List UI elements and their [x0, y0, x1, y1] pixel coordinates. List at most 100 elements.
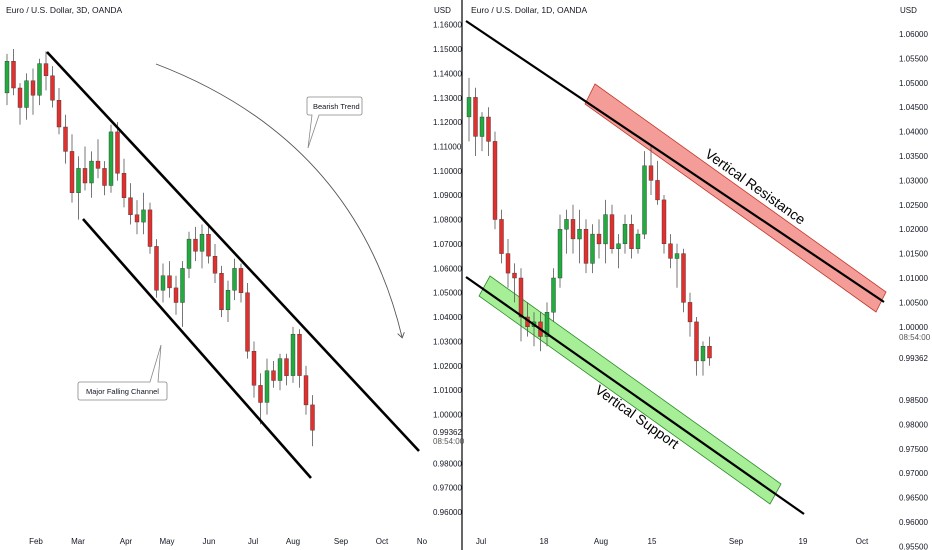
- candle[interactable]: [121, 158, 127, 208]
- candle[interactable]: [186, 231, 192, 279]
- candle[interactable]: [24, 73, 29, 120]
- candle-body: [512, 272, 517, 279]
- candle[interactable]: [681, 248, 686, 313]
- y-tick-label: 1.03000: [899, 176, 928, 185]
- candle[interactable]: [173, 275, 179, 315]
- candle-body: [50, 75, 55, 101]
- candle[interactable]: [570, 204, 576, 254]
- candle[interactable]: [128, 183, 133, 225]
- candle[interactable]: [102, 161, 107, 196]
- candle[interactable]: [141, 192, 146, 235]
- candle[interactable]: [303, 365, 309, 415]
- candle[interactable]: [642, 151, 647, 239]
- candle[interactable]: [544, 302, 550, 347]
- candle[interactable]: [297, 329, 302, 388]
- candle[interactable]: [583, 219, 589, 274]
- candle[interactable]: [700, 341, 706, 376]
- candle[interactable]: [134, 200, 140, 235]
- candle[interactable]: [505, 239, 511, 288]
- candle[interactable]: [707, 336, 712, 366]
- candle[interactable]: [284, 353, 289, 386]
- candle[interactable]: [694, 317, 699, 376]
- candle[interactable]: [687, 292, 693, 337]
- candle[interactable]: [206, 224, 211, 264]
- candle[interactable]: [212, 244, 218, 283]
- candle[interactable]: [648, 146, 654, 195]
- candle[interactable]: [147, 202, 153, 254]
- channel-lower-line[interactable]: [82, 218, 312, 479]
- candle[interactable]: [629, 214, 634, 259]
- candle[interactable]: [564, 209, 569, 254]
- candle[interactable]: [264, 358, 270, 415]
- candle[interactable]: [499, 209, 504, 264]
- candle[interactable]: [310, 395, 315, 447]
- candle[interactable]: [199, 224, 205, 269]
- candle[interactable]: [473, 87, 478, 156]
- candle[interactable]: [277, 353, 283, 391]
- candle[interactable]: [63, 114, 68, 164]
- candle[interactable]: [492, 131, 498, 230]
- resistance-trendline[interactable]: [465, 20, 885, 303]
- candle[interactable]: [82, 146, 88, 191]
- candle[interactable]: [193, 226, 198, 262]
- falling-channel-callout[interactable]: Major Falling Channel: [77, 344, 168, 401]
- candle[interactable]: [512, 263, 517, 303]
- candle[interactable]: [590, 224, 595, 274]
- candle[interactable]: [95, 139, 101, 179]
- candle[interactable]: [76, 156, 81, 220]
- candle[interactable]: [50, 66, 55, 108]
- candle[interactable]: [89, 151, 94, 198]
- candle[interactable]: [622, 214, 628, 254]
- candle[interactable]: [17, 83, 23, 125]
- candle[interactable]: [635, 229, 641, 254]
- y-tick-label: 1.14000: [433, 69, 462, 78]
- candle[interactable]: [674, 243, 680, 288]
- candle[interactable]: [603, 199, 608, 264]
- candle-body: [160, 275, 166, 291]
- candle-body: [466, 97, 472, 118]
- candle[interactable]: [4, 53, 10, 106]
- candle[interactable]: [69, 134, 75, 203]
- channel-upper-line[interactable]: [46, 51, 420, 452]
- candle[interactable]: [37, 58, 42, 106]
- candle[interactable]: [115, 122, 120, 181]
- support-trendline[interactable]: [465, 276, 805, 515]
- candle[interactable]: [180, 261, 185, 327]
- candle[interactable]: [108, 124, 114, 193]
- candle-body: [564, 219, 569, 230]
- candle[interactable]: [30, 68, 36, 115]
- candle[interactable]: [251, 341, 257, 398]
- candle[interactable]: [466, 77, 472, 142]
- candle-body: [154, 246, 159, 291]
- support-zone[interactable]: [478, 275, 782, 505]
- candle[interactable]: [557, 214, 563, 288]
- candle[interactable]: [56, 88, 62, 135]
- candle[interactable]: [577, 209, 582, 264]
- candle[interactable]: [258, 373, 263, 425]
- candle[interactable]: [518, 268, 524, 342]
- candle[interactable]: [655, 160, 660, 205]
- candle-body: [115, 131, 120, 174]
- bearish-trend-callout[interactable]: Bearish Trend: [306, 96, 363, 149]
- resistance-zone[interactable]: [584, 83, 887, 313]
- candle[interactable]: [551, 268, 556, 322]
- candle[interactable]: [43, 51, 49, 91]
- candle[interactable]: [616, 234, 621, 269]
- candle[interactable]: [668, 234, 673, 269]
- candle[interactable]: [11, 49, 16, 96]
- candle[interactable]: [232, 258, 237, 301]
- candle[interactable]: [219, 265, 224, 318]
- candle[interactable]: [271, 361, 276, 388]
- candle[interactable]: [245, 283, 250, 359]
- candle[interactable]: [486, 107, 491, 156]
- candle[interactable]: [238, 263, 244, 303]
- candle[interactable]: [479, 112, 485, 152]
- candle[interactable]: [154, 239, 159, 298]
- candle[interactable]: [596, 219, 602, 259]
- candle[interactable]: [160, 263, 166, 303]
- candle[interactable]: [225, 280, 231, 322]
- candle[interactable]: [290, 326, 296, 383]
- candle[interactable]: [609, 204, 615, 254]
- candle[interactable]: [167, 261, 172, 298]
- candle[interactable]: [661, 195, 667, 254]
